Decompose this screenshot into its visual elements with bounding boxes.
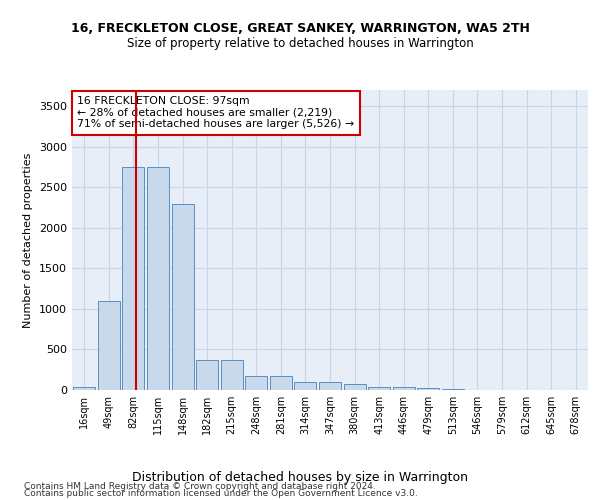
Bar	[442, 389, 464, 390]
Text: 16, FRECKLETON CLOSE, GREAT SANKEY, WARRINGTON, WA5 2TH: 16, FRECKLETON CLOSE, GREAT SANKEY, WARR…	[71, 22, 529, 36]
Text: Contains HM Land Registry data © Crown copyright and database right 2024.: Contains HM Land Registry data © Crown c…	[24, 482, 376, 491]
Bar	[221, 360, 243, 390]
Text: 16 FRECKLETON CLOSE: 97sqm
← 28% of detached houses are smaller (2,219)
71% of s: 16 FRECKLETON CLOSE: 97sqm ← 28% of deta…	[77, 96, 354, 129]
Text: Distribution of detached houses by size in Warrington: Distribution of detached houses by size …	[132, 471, 468, 484]
Bar	[392, 387, 415, 390]
Bar	[245, 376, 268, 390]
Bar	[344, 384, 365, 390]
Bar	[98, 301, 120, 390]
Bar	[368, 387, 390, 390]
Bar	[147, 167, 169, 390]
Bar	[73, 387, 95, 390]
Bar	[417, 388, 439, 390]
Y-axis label: Number of detached properties: Number of detached properties	[23, 152, 34, 328]
Bar	[196, 360, 218, 390]
Bar	[319, 382, 341, 390]
Bar	[122, 167, 145, 390]
Text: Size of property relative to detached houses in Warrington: Size of property relative to detached ho…	[127, 38, 473, 51]
Bar	[270, 376, 292, 390]
Text: Contains public sector information licensed under the Open Government Licence v3: Contains public sector information licen…	[24, 490, 418, 498]
Bar	[295, 382, 316, 390]
Bar	[172, 204, 194, 390]
